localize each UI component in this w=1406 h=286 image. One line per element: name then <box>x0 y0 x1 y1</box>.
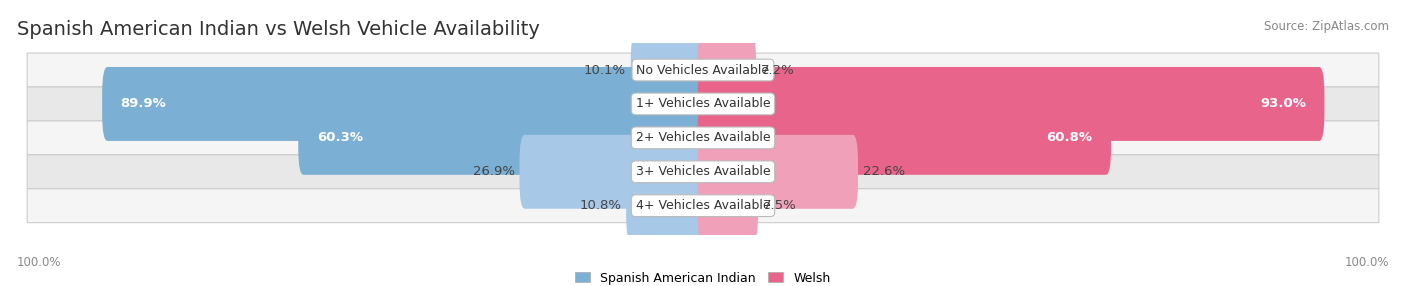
Text: 60.3%: 60.3% <box>316 131 363 144</box>
FancyBboxPatch shape <box>697 169 758 243</box>
FancyBboxPatch shape <box>103 67 709 141</box>
Text: No Vehicles Available: No Vehicles Available <box>637 63 769 77</box>
Text: 1+ Vehicles Available: 1+ Vehicles Available <box>636 98 770 110</box>
Text: 3+ Vehicles Available: 3+ Vehicles Available <box>636 165 770 178</box>
FancyBboxPatch shape <box>298 101 709 175</box>
FancyBboxPatch shape <box>27 87 1379 121</box>
Text: Spanish American Indian vs Welsh Vehicle Availability: Spanish American Indian vs Welsh Vehicle… <box>17 20 540 39</box>
FancyBboxPatch shape <box>697 67 1324 141</box>
FancyBboxPatch shape <box>519 135 709 209</box>
FancyBboxPatch shape <box>27 189 1379 223</box>
Text: 60.8%: 60.8% <box>1046 131 1092 144</box>
Text: 93.0%: 93.0% <box>1260 98 1306 110</box>
FancyBboxPatch shape <box>27 121 1379 155</box>
Text: 26.9%: 26.9% <box>472 165 515 178</box>
FancyBboxPatch shape <box>697 101 1111 175</box>
Text: 2+ Vehicles Available: 2+ Vehicles Available <box>636 131 770 144</box>
Text: 22.6%: 22.6% <box>863 165 905 178</box>
Text: 100.0%: 100.0% <box>1344 256 1389 269</box>
FancyBboxPatch shape <box>631 33 709 107</box>
FancyBboxPatch shape <box>626 169 709 243</box>
Text: 4+ Vehicles Available: 4+ Vehicles Available <box>636 199 770 212</box>
FancyBboxPatch shape <box>697 33 756 107</box>
Text: 7.5%: 7.5% <box>762 199 796 212</box>
FancyBboxPatch shape <box>27 155 1379 189</box>
Text: 7.2%: 7.2% <box>761 63 794 77</box>
Text: 100.0%: 100.0% <box>17 256 62 269</box>
Text: 10.8%: 10.8% <box>579 199 621 212</box>
FancyBboxPatch shape <box>27 53 1379 87</box>
Text: 89.9%: 89.9% <box>121 98 166 110</box>
Text: 10.1%: 10.1% <box>583 63 626 77</box>
FancyBboxPatch shape <box>697 135 858 209</box>
Text: Source: ZipAtlas.com: Source: ZipAtlas.com <box>1264 20 1389 33</box>
Legend: Spanish American Indian, Welsh: Spanish American Indian, Welsh <box>571 267 835 286</box>
